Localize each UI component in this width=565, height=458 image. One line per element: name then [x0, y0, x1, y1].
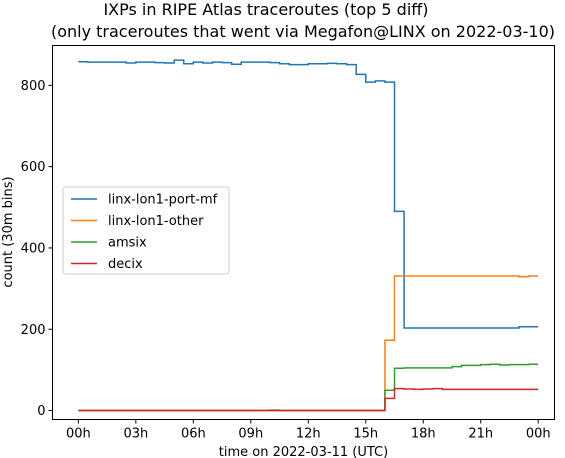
y-tick-label: 400: [21, 241, 46, 256]
series-line-linx-lon1-port-mf: [78, 59, 539, 329]
chart-title: IXPs in RIPE Atlas traceroutes (top 5 di…: [103, 0, 428, 19]
x-tick-label: 21h: [468, 427, 493, 442]
legend-label-amsix: amsix: [108, 236, 147, 251]
legend-label-decix: decix: [108, 257, 143, 272]
x-axis: 00h 03h 06h 09h 12h 15h 18h 21h 00h: [66, 419, 551, 442]
x-tick-label: 00h: [526, 427, 551, 442]
legend-label-linx-lon1-port-mf: linx-lon1-port-mf: [108, 193, 218, 208]
legend: linx-lon1-port-mf linx-lon1-other amsix dec…: [62, 186, 230, 275]
y-axis: 0 200 400 600 800: [21, 79, 53, 419]
x-tick-label: 00h: [66, 427, 91, 442]
x-tick-label: 09h: [238, 427, 263, 442]
y-tick-label: 800: [21, 79, 46, 94]
x-tick-label: 06h: [181, 427, 206, 442]
chart-subtitle: (only traceroutes that went via Megafon@…: [51, 22, 555, 41]
x-tick-label: 15h: [353, 427, 378, 442]
x-axis-label: time on 2022-03-11 (UTC): [219, 445, 388, 458]
series-line-linx-lon1-other: [78, 275, 539, 412]
y-tick-label: 200: [21, 323, 46, 338]
x-tick-label: 03h: [123, 427, 148, 442]
x-tick-label: 12h: [296, 427, 321, 442]
legend-label-linx-lon1-other: linx-lon1-other: [108, 214, 204, 229]
plot-area: [78, 59, 539, 412]
series-line-decix: [78, 387, 539, 412]
y-tick-label: 600: [21, 160, 46, 175]
legend-box: [62, 186, 230, 275]
series-line-amsix: [78, 363, 539, 412]
x-tick-label: 18h: [411, 427, 436, 442]
y-tick-label: 0: [37, 404, 45, 419]
axes-frame: [52, 45, 555, 420]
y-axis-label: count (30m bins): [1, 176, 16, 287]
